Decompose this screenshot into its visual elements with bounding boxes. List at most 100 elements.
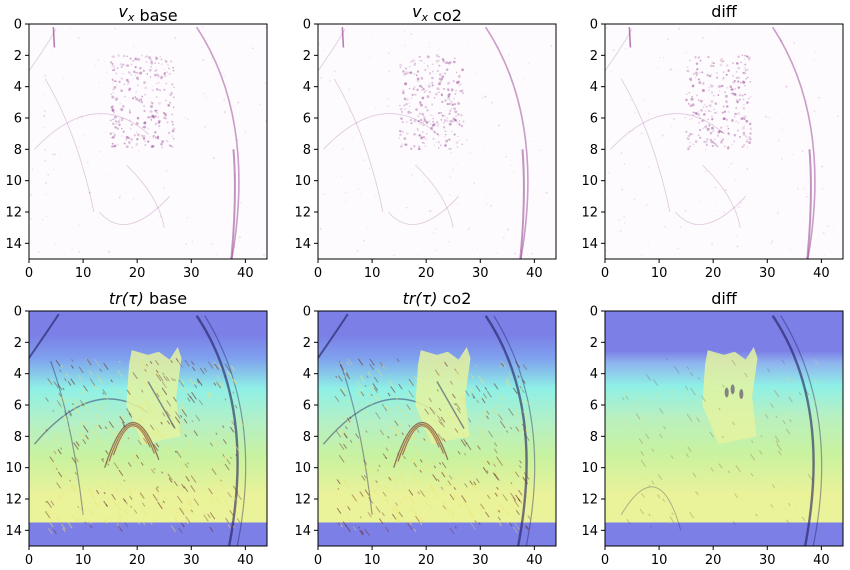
- y-tick-label: 6: [303, 399, 311, 414]
- x-tick-label: 10: [651, 266, 668, 281]
- y-tick-label: 6: [303, 112, 311, 127]
- x-tick-label: 20: [129, 266, 146, 281]
- y-tick-label: 8: [303, 430, 311, 445]
- x-tick-label: 0: [601, 553, 609, 568]
- y-tick-label: 2: [14, 49, 22, 64]
- panel-title: tr(τ) base: [109, 289, 187, 308]
- y-tick-label: 0: [14, 18, 22, 33]
- panel-title: tr(τ) co2: [403, 289, 472, 308]
- x-tick-label: 30: [759, 553, 776, 568]
- x-tick-label: 40: [237, 553, 254, 568]
- y-tick-label: 4: [14, 367, 22, 382]
- axes-frame: [604, 23, 844, 260]
- heatmap-image: [318, 311, 556, 546]
- x-tick-label: 40: [526, 266, 543, 281]
- axes-frame: [317, 310, 557, 547]
- x-tick-label: 10: [651, 553, 668, 568]
- heatmap-image: [605, 311, 843, 546]
- panel-title: vx co2: [412, 2, 462, 25]
- axes-frame: [28, 310, 268, 547]
- y-tick-label: 0: [303, 305, 311, 320]
- y-tick-label: 2: [303, 49, 311, 64]
- axes-frame: [604, 310, 844, 547]
- x-tick-label: 40: [237, 266, 254, 281]
- x-tick-label: 0: [601, 266, 609, 281]
- axes-frame: [28, 23, 268, 260]
- x-tick-label: 10: [75, 266, 92, 281]
- x-tick-label: 20: [705, 553, 722, 568]
- y-tick-label: 2: [14, 336, 22, 351]
- x-tick-label: 10: [364, 266, 381, 281]
- panel-3: 0 10 20 30 40 0 2 4 6 8 10 12 14 tr(τ) base: [5, 289, 268, 568]
- y-tick-label: 14: [5, 237, 22, 252]
- y-tick-label: 8: [14, 143, 22, 158]
- x-tick-label: 10: [75, 553, 92, 568]
- x-tick-label: 20: [129, 553, 146, 568]
- x-tick-label: 20: [418, 553, 435, 568]
- y-tick-label: 6: [590, 399, 598, 414]
- y-tick-label: 12: [5, 206, 22, 221]
- x-tick-label: 0: [314, 553, 322, 568]
- y-tick-label: 2: [590, 49, 598, 64]
- x-tick-label: 0: [25, 553, 33, 568]
- y-tick-label: 14: [294, 524, 311, 539]
- y-tick-label: 2: [303, 336, 311, 351]
- y-tick-label: 6: [590, 112, 598, 127]
- y-tick-label: 4: [303, 80, 311, 95]
- y-tick-label: 14: [5, 524, 22, 539]
- y-tick-label: 4: [590, 367, 598, 382]
- panel-5: 0 10 20 30 40 0 2 4 6 8 10 12 14 diff: [581, 289, 844, 568]
- y-tick-label: 8: [14, 430, 22, 445]
- y-tick-label: 12: [294, 493, 311, 508]
- y-tick-label: 0: [14, 305, 22, 320]
- heatmap-image: [29, 311, 267, 546]
- panel-4: 0 10 20 30 40 0 2 4 6 8 10 12 14 tr(τ) co2: [294, 289, 557, 568]
- x-tick-label: 40: [813, 266, 830, 281]
- y-tick-label: 12: [294, 206, 311, 221]
- x-tick-label: 30: [183, 553, 200, 568]
- y-tick-label: 10: [5, 461, 22, 476]
- y-tick-label: 4: [590, 80, 598, 95]
- y-tick-label: 10: [294, 174, 311, 189]
- y-tick-label: 10: [294, 461, 311, 476]
- y-tick-label: 6: [14, 112, 22, 127]
- panel-title: diff: [711, 2, 738, 21]
- y-tick-label: 14: [581, 524, 598, 539]
- heatmap-image: [605, 24, 843, 259]
- x-tick-label: 0: [25, 266, 33, 281]
- x-tick-label: 30: [759, 266, 776, 281]
- x-tick-label: 30: [472, 553, 489, 568]
- panel-1: 0 10 20 30 40 0 2 4 6 8 10 12 14 vx co2: [294, 2, 557, 281]
- y-tick-label: 8: [590, 430, 598, 445]
- y-tick-label: 12: [5, 493, 22, 508]
- heatmap-image: [29, 24, 267, 259]
- axes-frame: [317, 23, 557, 260]
- y-tick-label: 8: [303, 143, 311, 158]
- x-tick-label: 40: [526, 553, 543, 568]
- y-tick-label: 0: [590, 305, 598, 320]
- y-tick-label: 12: [581, 493, 598, 508]
- y-tick-label: 12: [581, 206, 598, 221]
- panel-0: 0 10 20 30 40 0 2 4 6 8 10 12 14 vx base: [5, 2, 268, 281]
- x-tick-label: 30: [183, 266, 200, 281]
- y-tick-label: 4: [303, 367, 311, 382]
- y-tick-label: 4: [14, 80, 22, 95]
- x-tick-label: 20: [418, 266, 435, 281]
- x-tick-label: 0: [314, 266, 322, 281]
- y-tick-label: 14: [294, 237, 311, 252]
- y-tick-label: 6: [14, 399, 22, 414]
- panel-title: diff: [711, 289, 738, 308]
- y-tick-label: 10: [581, 461, 598, 476]
- y-tick-label: 0: [303, 18, 311, 33]
- y-tick-label: 10: [5, 174, 22, 189]
- x-tick-label: 10: [364, 553, 381, 568]
- y-tick-label: 2: [590, 336, 598, 351]
- y-tick-label: 0: [590, 18, 598, 33]
- y-tick-label: 10: [581, 174, 598, 189]
- panel-title: vx base: [118, 2, 177, 25]
- x-tick-label: 30: [472, 266, 489, 281]
- panel-2: 0 10 20 30 40 0 2 4 6 8 10 12 14 diff: [581, 2, 844, 281]
- x-tick-label: 40: [813, 553, 830, 568]
- x-tick-label: 20: [705, 266, 722, 281]
